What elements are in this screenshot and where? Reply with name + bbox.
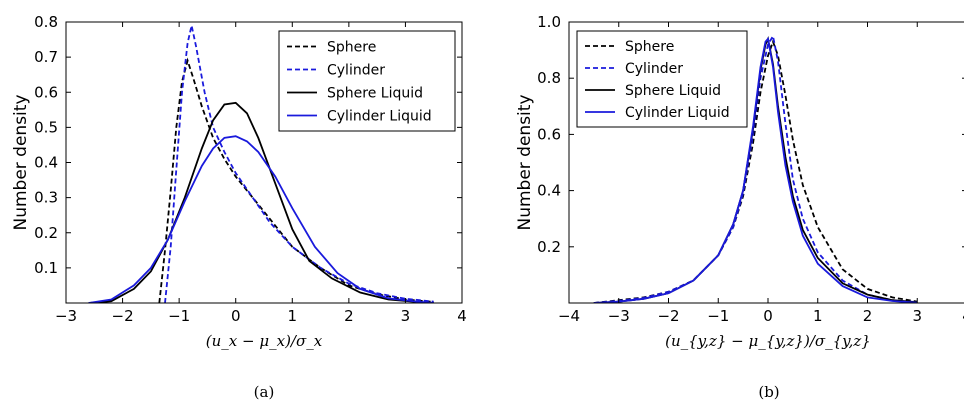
y-tick-label: 0.5 — [34, 118, 58, 136]
y-tick-label: 0.7 — [34, 48, 58, 66]
series-line-cylinder-liquid — [593, 36, 918, 303]
legend-box — [576, 30, 748, 128]
chart-panel-1: −4 −3 −2 −1 0 1 2 3 4 0.2 0.4 0.6 0.8 1.0 Number densi… — [515, 13, 964, 401]
y-tick-label: 0.6 — [34, 83, 58, 101]
x-tick-label: −1 — [168, 307, 190, 325]
x-tick-label: 0 — [763, 307, 773, 325]
x-tick-label: 1 — [813, 307, 823, 325]
y-tick-label: 0.2 — [537, 238, 561, 256]
y-tick-label: 0.8 — [537, 69, 561, 87]
x-tick-label: 4 — [457, 307, 467, 325]
x-tick-label: 2 — [344, 307, 354, 325]
legend: Sphere Cylinder Sphere Liquid Cylinder Liqu… — [576, 30, 748, 128]
legend-label: Cylinder Liquid — [625, 105, 730, 121]
series-line-cylinder-liquid — [88, 135, 434, 303]
y-tick-label: 0.6 — [537, 125, 561, 143]
y-tick-label: 0.4 — [34, 154, 58, 172]
y-axis-label: Number density — [515, 94, 535, 230]
legend-label: Cylinder — [327, 63, 385, 79]
x-tick-label: 2 — [863, 307, 873, 325]
x-tick-label: 3 — [401, 307, 411, 325]
y-tick-label: 0.8 — [34, 13, 58, 31]
x-tick-label: −4 — [558, 307, 580, 325]
legend-label: Cylinder — [625, 61, 683, 77]
x-tick-label: 3 — [912, 307, 922, 325]
legend-label: Sphere Liquid — [327, 86, 423, 102]
series-line-cylinder — [164, 25, 434, 303]
x-tick-label: −1 — [707, 307, 729, 325]
legend-label: Sphere — [625, 39, 674, 55]
series-line-sphere-liquid — [88, 101, 434, 303]
legend-label: Cylinder Liquid — [327, 109, 432, 125]
y-tick-label: 0.3 — [34, 189, 58, 207]
x-axis-label: (u_{y,z} − μ_{y,z})/σ_{y,z} — [665, 332, 871, 350]
panel-caption: (a) — [254, 383, 275, 401]
legend-label: Sphere — [327, 40, 376, 56]
y-tick-label: 0.1 — [34, 259, 58, 277]
y-tick-label: 0.2 — [34, 224, 58, 242]
x-tick-label: −2 — [657, 307, 679, 325]
y-tick-label: 0.4 — [537, 182, 561, 200]
x-tick-label: 1 — [288, 307, 298, 325]
chart-panel-0: −3 −2 −1 0 1 2 3 4 0.1 0.2 0.3 0.4 0.5 0.6 0.7 0.8 Numbe… — [11, 13, 467, 401]
legend-box — [278, 30, 456, 132]
x-tick-label: −3 — [55, 307, 77, 325]
x-tick-label: 0 — [231, 307, 241, 325]
legend-label: Sphere Liquid — [625, 83, 721, 99]
y-tick-label: 1.0 — [537, 13, 561, 31]
series-line-sphere — [158, 57, 434, 303]
x-tick-label: −2 — [112, 307, 134, 325]
x-tick-label: −3 — [608, 307, 630, 325]
legend: Sphere Cylinder Sphere Liquid Cylinder Liqu… — [278, 30, 456, 132]
panel-caption: (b) — [758, 383, 779, 401]
x-axis-label: (u_x − μ_x)/σ_x — [206, 332, 323, 350]
y-axis-label: Number density — [11, 94, 31, 230]
x-tick-label: 4 — [962, 307, 964, 325]
